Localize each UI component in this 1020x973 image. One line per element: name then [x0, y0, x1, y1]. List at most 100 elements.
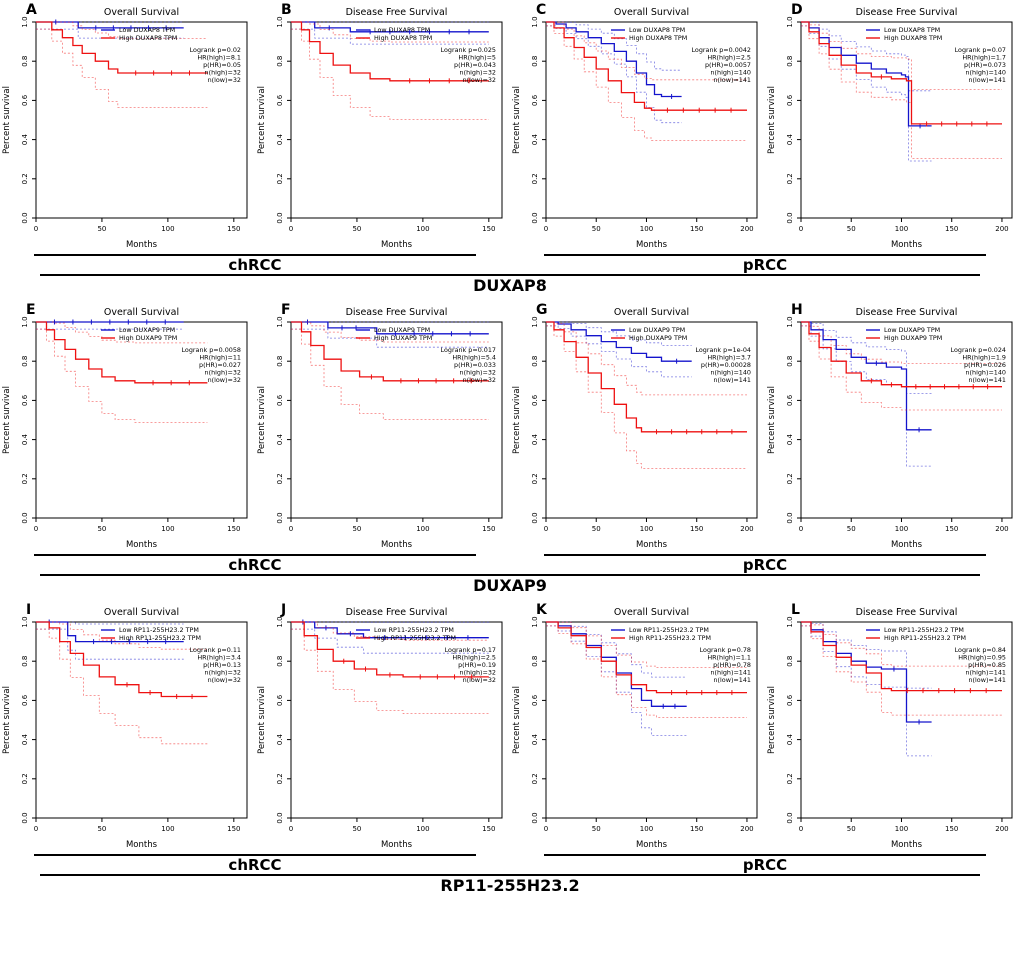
y-tick-label: 0.0 — [531, 512, 539, 523]
x-tick-label: 0 — [289, 225, 293, 233]
y-tick-label: 0.8 — [786, 656, 794, 667]
x-tick-label: 100 — [640, 825, 653, 833]
y-tick-label: 0.8 — [531, 656, 539, 667]
x-tick-label: 0 — [799, 225, 803, 233]
stat-line: n(high)=32 — [460, 69, 496, 77]
stat-line: Logrank p=0.024 — [951, 346, 1006, 354]
y-tick-label: 0.2 — [276, 473, 284, 484]
y-axis-label: Percent survival — [512, 386, 522, 454]
stat-line: HR(high)=2.5 — [707, 54, 751, 62]
group-chrcc: chRCC — [0, 254, 510, 274]
series-line-low — [546, 21, 682, 98]
stat-line: HR(high)=1.1 — [707, 654, 751, 662]
ci-upper-high — [801, 321, 1002, 364]
km-plot-G: Overall Survival Percent survival Months 0 5… — [512, 307, 758, 550]
figure-row-rp11: I Overall Survival Percent survival Months 0… — [0, 602, 1020, 896]
group-label-chrcc: chRCC — [228, 256, 282, 274]
gene-underline — [40, 574, 980, 576]
plot-title: Overall Survival — [104, 607, 179, 618]
km-panel-L: L Disease Free Survival Percent survival Mo… — [765, 602, 1020, 854]
stat-line: p(HR)=0.027 — [199, 361, 241, 369]
x-tick-label: 100 — [416, 825, 429, 833]
group-label-prcc: pRCC — [742, 856, 788, 874]
y-tick-label: 0.8 — [276, 656, 284, 667]
plot-frame — [545, 321, 758, 519]
y-tick-label: 1.0 — [786, 16, 794, 27]
legend-label: Low RP11-255H23.2 TPM — [629, 626, 709, 634]
km-plot-I: Overall Survival Percent survival Months 0 5… — [2, 607, 248, 850]
x-tick-label: 0 — [34, 525, 38, 533]
stat-line: p(HR)=0.033 — [454, 361, 496, 369]
y-axis-label: Percent survival — [767, 386, 777, 454]
stat-line: HR(high)=3.4 — [197, 654, 241, 662]
gene-underline — [40, 874, 980, 876]
panels-row-duxap9: E Overall Survival Percent survival Months 0… — [0, 302, 1020, 554]
ci-upper-high — [36, 21, 208, 39]
series-line-high — [801, 621, 1002, 692]
ci-upper-low — [801, 621, 932, 689]
km-panel-A: A Overall Survival Percent survival Months 0… — [0, 2, 255, 254]
stat-line: n(high)=32 — [205, 69, 241, 77]
x-axis-label: Months — [381, 540, 413, 550]
ci-upper-low — [546, 621, 687, 678]
x-tick-label: 200 — [740, 825, 753, 833]
legend-label: High RP11-255H23.2 TPM — [884, 634, 966, 642]
y-tick-label: 0.2 — [786, 173, 794, 184]
x-tick-label: 100 — [416, 225, 429, 233]
stat-line: HR(high)=5.4 — [452, 354, 496, 362]
x-tick-label: 200 — [995, 825, 1008, 833]
x-tick-label: 50 — [97, 225, 106, 233]
stat-line: p(HR)=0.85 — [968, 661, 1006, 669]
panel-letter-H: H — [791, 302, 803, 318]
group-prcc: pRCC — [510, 254, 1020, 274]
gene-section: DUXAP8 — [0, 274, 1020, 296]
series-line-high — [291, 321, 489, 382]
y-tick-label: 0.6 — [786, 94, 794, 106]
x-tick-label: 0 — [289, 825, 293, 833]
gene-label-duxap8: DUXAP8 — [473, 276, 547, 295]
x-tick-label: 0 — [799, 825, 803, 833]
x-axis-label: Months — [381, 840, 413, 850]
panel-letter-C: C — [536, 2, 547, 18]
legend-label: Low RP11-255H23.2 TPM — [119, 626, 199, 634]
y-tick-label: 1.0 — [21, 316, 29, 327]
stat-line: n(high)=141 — [710, 669, 751, 677]
x-tick-label: 100 — [161, 525, 174, 533]
legend-label: High DUXAP9 TPM — [119, 334, 177, 342]
plot-title: Overall Survival — [104, 7, 179, 18]
x-tick-label: 50 — [847, 525, 856, 533]
x-tick-label: 150 — [227, 525, 240, 533]
legend-label: High DUXAP8 TPM — [119, 34, 177, 42]
ci-lower-high — [546, 625, 747, 718]
legend-label: High DUXAP9 TPM — [629, 334, 687, 342]
km-panel-K: K Overall Survival Percent survival Months 0… — [510, 602, 765, 854]
plot-frame — [545, 621, 758, 819]
y-tick-label: 0.2 — [531, 773, 539, 784]
stat-line: Logrank p=0.84 — [955, 646, 1006, 654]
y-tick-label: 0.4 — [786, 733, 794, 745]
ci-upper-high — [546, 21, 747, 81]
x-tick-label: 200 — [740, 525, 753, 533]
ci-upper-high — [36, 621, 208, 650]
y-tick-label: 0.4 — [276, 133, 284, 145]
y-tick-label: 0.4 — [786, 433, 794, 445]
stat-line: HR(high)=11 — [199, 354, 241, 362]
y-axis-label: Percent survival — [512, 686, 522, 754]
stat-line: n(low)=32 — [208, 376, 241, 384]
series-line-low — [291, 321, 489, 335]
legend-label: Low DUXAP8 TPM — [119, 26, 175, 34]
stat-line: Logrank p=0.025 — [441, 46, 496, 54]
x-tick-label: 0 — [289, 525, 293, 533]
y-tick-label: 0.6 — [531, 694, 539, 706]
stat-line: HR(high)=2.5 — [452, 654, 496, 662]
stat-line: Logrank p=0.0042 — [691, 46, 751, 54]
group-underline — [34, 854, 476, 856]
km-panel-D: D Disease Free Survival Percent survival Mo… — [765, 2, 1020, 254]
x-tick-label: 100 — [895, 825, 908, 833]
y-tick-label: 0.6 — [786, 394, 794, 406]
panel-letter-B: B — [281, 2, 292, 18]
tissue-group-labels: chRCC pRCC — [0, 854, 1020, 874]
y-tick-label: 0.0 — [21, 812, 29, 823]
km-plot-L: Disease Free Survival Percent survival Mon… — [767, 607, 1013, 850]
stat-line: n(low)=141 — [713, 376, 751, 384]
